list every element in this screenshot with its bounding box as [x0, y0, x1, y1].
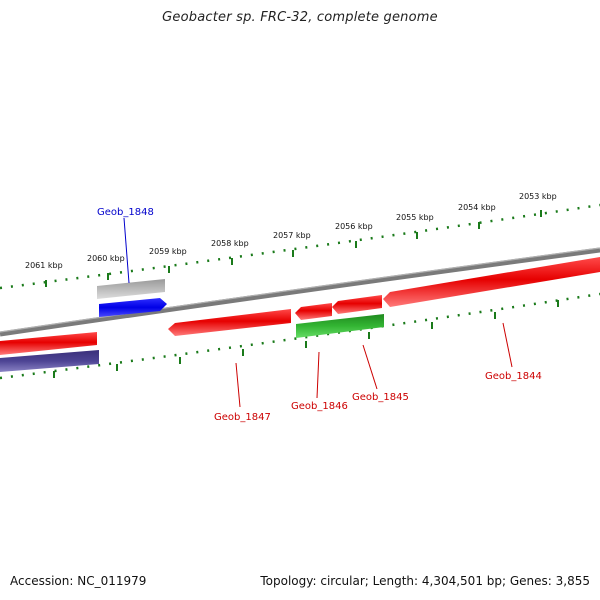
gene-label-geob-1845[interactable]: Geob_1845	[352, 392, 409, 403]
ruler-label: 2059 kbp	[149, 247, 187, 256]
genome-backbone-highlight	[0, 247, 600, 333]
gene-geob-1844-arrow[interactable]	[383, 257, 600, 307]
ruler-label: 2053 kbp	[519, 192, 557, 201]
ruler-label: 2060 kbp	[87, 254, 125, 263]
ruler-label: 2056 kbp	[335, 222, 373, 231]
genome-summary: Topology: circular; Length: 4,304,501 bp…	[260, 574, 590, 588]
ruler-label: 2057 kbp	[273, 231, 311, 240]
gene-geob-1847-arrow[interactable]	[168, 309, 291, 336]
gene-geob-1846-arrow[interactable]	[295, 303, 332, 320]
ruler-label: 2058 kbp	[211, 239, 249, 248]
gene-label-geob-1848[interactable]: Geob_1848	[97, 207, 154, 218]
ruler-inner-ticks	[53, 300, 559, 378]
ruler-label: 2055 kbp	[396, 213, 434, 222]
gene-geob-1848-arrow[interactable]	[99, 298, 167, 317]
ruler-outer-ticks	[45, 210, 542, 287]
genome-backbone	[0, 247, 600, 337]
gene-label-geob-1847[interactable]: Geob_1847	[214, 412, 271, 423]
ruler-label: 2054 kbp	[458, 203, 496, 212]
leader-geob-1846	[316, 351, 320, 399]
leader-geob-1845	[362, 344, 378, 390]
leader-geob-1847	[235, 362, 241, 408]
feature-grey-bar	[97, 279, 165, 299]
gene-purple-left[interactable]	[0, 350, 99, 372]
gene-geob-1845-bar[interactable]	[296, 314, 384, 338]
genome-title: Geobacter sp. FRC-32, complete genome	[162, 10, 438, 25]
leader-geob-1848	[123, 217, 130, 284]
accession-label: Accession: NC_011979	[10, 574, 147, 588]
ruler-label: 2061 kbp	[25, 261, 63, 270]
leader-geob-1844	[502, 322, 513, 368]
gene-label-geob-1844[interactable]: Geob_1844	[485, 371, 542, 382]
gene-red-arrow-top-2[interactable]	[332, 295, 382, 314]
gene-label-geob-1846[interactable]: Geob_1846	[291, 401, 348, 412]
gene-red-left[interactable]	[0, 332, 97, 355]
